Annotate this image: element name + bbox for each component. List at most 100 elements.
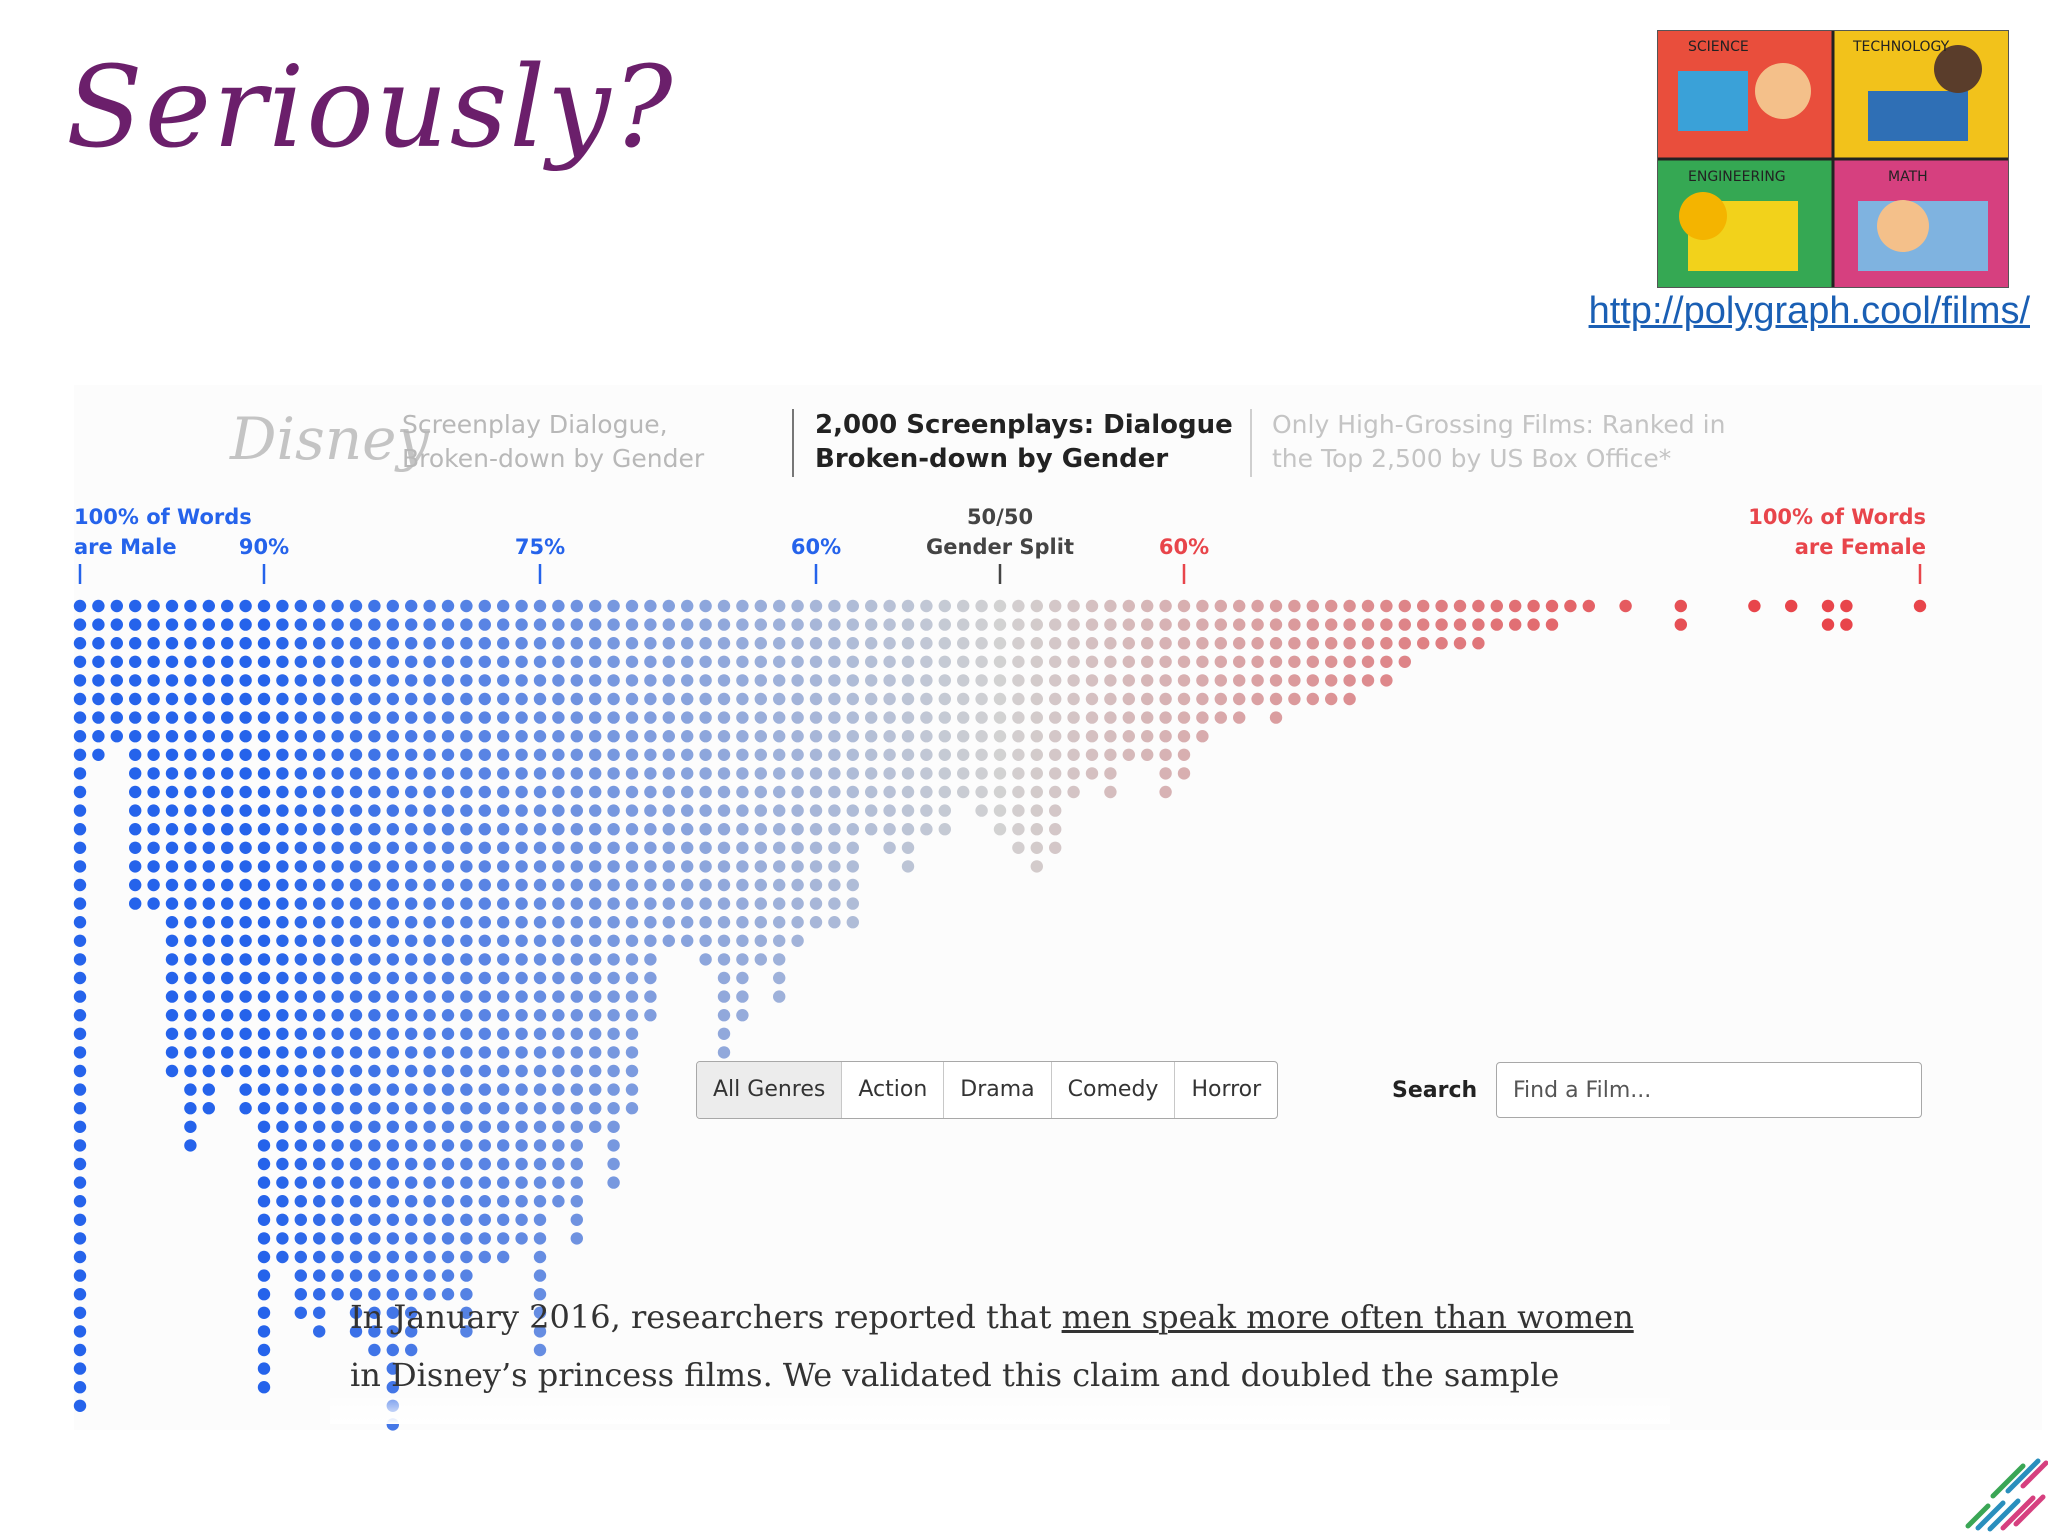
film-dot[interactable] (515, 785, 528, 799)
film-dot[interactable] (386, 1325, 399, 1338)
film-dot[interactable] (202, 934, 215, 947)
film-dot[interactable] (441, 1157, 455, 1171)
film-dot[interactable] (552, 1195, 565, 1208)
film-dot[interactable] (331, 916, 344, 929)
film-dot[interactable] (405, 971, 418, 985)
film-dot[interactable] (809, 860, 823, 873)
film-dot[interactable] (828, 897, 841, 910)
film-dot[interactable] (313, 785, 326, 799)
film-dot[interactable] (257, 1195, 271, 1208)
film-dot[interactable] (1012, 785, 1025, 799)
film-dot[interactable] (901, 785, 915, 799)
film-dot[interactable] (920, 823, 933, 836)
film-dot[interactable] (1417, 637, 1430, 650)
film-dot[interactable] (368, 730, 381, 743)
film-dot[interactable] (423, 711, 436, 724)
film-dot[interactable] (589, 692, 602, 706)
film-dot[interactable] (92, 618, 105, 631)
film-dot[interactable] (478, 1027, 491, 1041)
film-dot[interactable] (478, 637, 491, 650)
film-dot[interactable] (165, 860, 179, 873)
film-dot[interactable] (552, 785, 565, 799)
film-dot[interactable] (441, 1027, 455, 1041)
film-dot[interactable] (846, 618, 859, 631)
film-dot[interactable] (441, 1250, 455, 1264)
genre-button-all-genres[interactable]: All Genres (697, 1062, 843, 1118)
film-dot[interactable] (809, 841, 823, 854)
tab-all-screenplays[interactable]: 2,000 Screenplays: Dialogue Broken-down … (815, 408, 1235, 476)
film-dot[interactable] (625, 674, 639, 687)
film-dot[interactable] (1269, 655, 1283, 668)
film-dot[interactable] (791, 916, 804, 929)
film-dot[interactable] (570, 1176, 583, 1189)
film-dot[interactable] (368, 655, 381, 668)
film-dot[interactable] (1049, 637, 1062, 650)
film-dot[interactable] (313, 748, 326, 761)
film-dot[interactable] (533, 934, 547, 947)
film-dot[interactable] (993, 823, 1007, 836)
film-dot[interactable] (1067, 674, 1080, 687)
film-dot[interactable] (533, 1157, 547, 1171)
film-dot[interactable] (975, 599, 988, 613)
film-dot[interactable] (1269, 711, 1283, 724)
film-dot[interactable] (552, 1083, 565, 1096)
film-dot[interactable] (736, 878, 749, 892)
film-dot[interactable] (202, 1046, 215, 1059)
film-dot[interactable] (515, 1176, 528, 1189)
film-dot[interactable] (681, 934, 694, 947)
film-dot[interactable] (257, 1046, 271, 1059)
film-dot[interactable] (993, 804, 1007, 817)
film-dot[interactable] (368, 692, 381, 706)
film-dot[interactable] (184, 990, 197, 1003)
film-dot[interactable] (73, 860, 87, 873)
film-dot[interactable] (1453, 637, 1467, 650)
film-dot[interactable] (901, 655, 915, 668)
film-dot[interactable] (644, 692, 657, 706)
film-dot[interactable] (165, 618, 179, 631)
film-dot[interactable] (754, 804, 767, 817)
film-dot[interactable] (625, 916, 639, 929)
film-dot[interactable] (662, 934, 675, 947)
film-dot[interactable] (221, 1046, 234, 1059)
film-dot[interactable] (460, 599, 473, 613)
film-dot[interactable] (92, 711, 105, 724)
film-dot[interactable] (1674, 599, 1688, 613)
film-dot[interactable] (147, 618, 160, 631)
film-dot[interactable] (239, 637, 252, 650)
film-dot[interactable] (901, 748, 915, 761)
film-dot[interactable] (294, 916, 307, 929)
film-dot[interactable] (1049, 599, 1062, 613)
film-dot[interactable] (552, 692, 565, 706)
film-dot[interactable] (1177, 618, 1191, 631)
film-dot[interactable] (73, 1157, 87, 1171)
film-dot[interactable] (497, 599, 510, 613)
film-dot[interactable] (533, 878, 547, 892)
film-dot[interactable] (294, 860, 307, 873)
film-dot[interactable] (773, 599, 786, 613)
film-dot[interactable] (221, 711, 234, 724)
film-dot[interactable] (533, 1269, 547, 1282)
film-dot[interactable] (73, 878, 87, 892)
film-dot[interactable] (313, 599, 326, 613)
film-dot[interactable] (736, 767, 749, 780)
film-dot[interactable] (717, 674, 731, 687)
film-dot[interactable] (993, 637, 1007, 650)
film-dot[interactable] (699, 674, 712, 687)
film-dot[interactable] (423, 674, 436, 687)
film-dot[interactable] (441, 1139, 455, 1152)
film-dot[interactable] (791, 823, 804, 836)
film-dot[interactable] (1049, 711, 1062, 724)
film-dot[interactable] (533, 655, 547, 668)
film-dot[interactable] (257, 841, 271, 854)
film-dot[interactable] (533, 823, 547, 836)
film-dot[interactable] (773, 934, 786, 947)
film-dot[interactable] (147, 878, 160, 892)
film-dot[interactable] (478, 860, 491, 873)
film-dot[interactable] (239, 692, 252, 706)
film-dot[interactable] (368, 897, 381, 910)
film-dot[interactable] (552, 860, 565, 873)
film-dot[interactable] (828, 674, 841, 687)
film-dot[interactable] (809, 692, 823, 706)
film-dot[interactable] (1030, 692, 1044, 706)
film-dot[interactable] (239, 916, 252, 929)
